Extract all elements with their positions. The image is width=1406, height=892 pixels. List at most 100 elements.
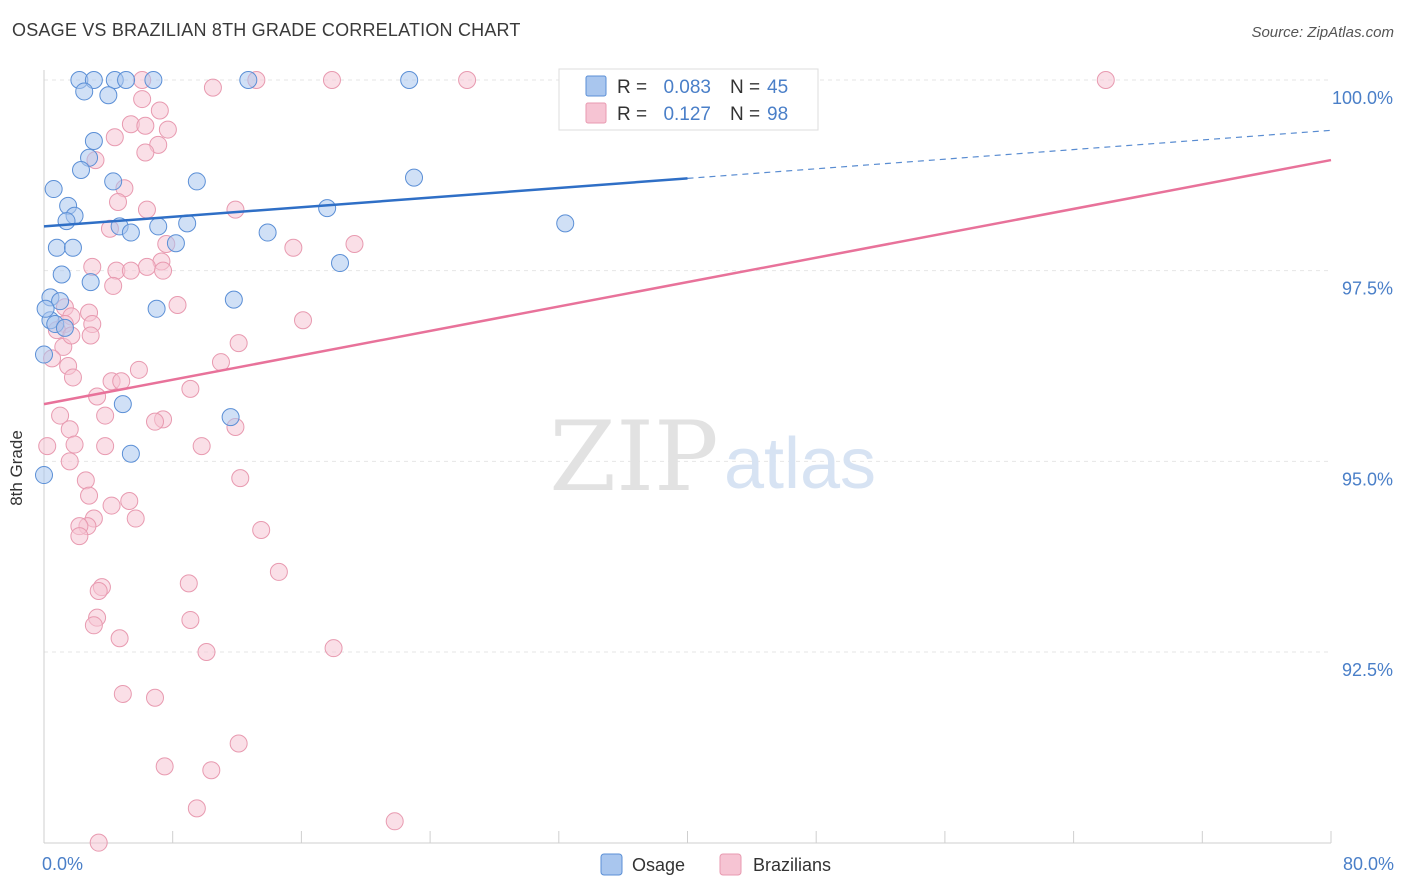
brazilians-point-72 — [252, 520, 271, 539]
brazilians-point-64 — [80, 486, 99, 505]
chart-source: Source: ZipAtlas.com — [1251, 24, 1394, 41]
osage-point-33 — [51, 292, 70, 311]
brazilians-point-22 — [345, 234, 364, 253]
brazilians-point-2 — [322, 71, 341, 89]
brazilians-point-38 — [294, 311, 313, 330]
grid — [44, 79, 1331, 653]
brazilians-point-56 — [146, 412, 165, 431]
osage-point-5 — [239, 71, 258, 89]
brazilians-point-37 — [81, 326, 100, 345]
brazilians-point-21 — [284, 238, 303, 257]
brazilians-point-18 — [137, 200, 156, 219]
brazilians-point-73 — [269, 562, 288, 581]
x-tick-label-0: 0.0% — [42, 854, 83, 874]
legend-r-label-1: R = — [617, 104, 647, 125]
watermark-zip: ZIP — [549, 401, 718, 513]
bottom-legend-label-osage: Osage — [632, 855, 685, 875]
brazilians-point-43 — [211, 353, 230, 372]
legend-n-label-1: N = — [730, 104, 760, 125]
brazilians-point-87 — [202, 761, 221, 780]
brazilians-point-90 — [89, 833, 108, 852]
osage-point-13 — [187, 172, 206, 191]
watermark-atlas: atlas — [724, 424, 876, 504]
legend-swatch-osage — [585, 75, 607, 97]
brazilians-point-4 — [1096, 71, 1115, 89]
brazilians-point-63 — [76, 471, 95, 490]
osage-trend-line-dashed — [687, 129, 1332, 179]
bottom-legend-label-brazilians: Brazilians — [753, 855, 831, 875]
osage-point-28 — [166, 234, 185, 253]
brazilians-point-59 — [65, 435, 84, 454]
brazilians-point-25 — [83, 257, 102, 276]
chart-title: OSAGE VS BRAZILIAN 8TH GRADE CORRELATION… — [12, 20, 521, 40]
brazilians-point-84 — [146, 688, 165, 707]
brazilians-point-27 — [121, 261, 140, 280]
osage-point-27 — [63, 238, 82, 257]
brazilians-point-74 — [179, 574, 198, 593]
legend-box: R = 0.083 N = 45 R = 0.127 N = 98 — [558, 68, 819, 131]
osage-point-11 — [72, 160, 91, 179]
osage-trend-line — [43, 177, 688, 228]
brazilians-point-46 — [63, 368, 82, 387]
osage-point-6 — [400, 71, 419, 89]
brazilians-point-82 — [324, 639, 343, 658]
x-tick-label-1: 80.0% — [1343, 854, 1394, 874]
brazilians-point-80 — [110, 629, 129, 648]
osage-point-31 — [81, 273, 100, 292]
brazilians-point-68 — [126, 509, 145, 528]
brazilians-point-29 — [104, 276, 123, 295]
brazilians-point-81 — [197, 643, 216, 661]
axes — [43, 70, 1332, 844]
brazilians-point-30 — [168, 295, 187, 314]
y-tick-label-1: 97.5% — [1342, 279, 1393, 299]
brazilians-point-16 — [109, 193, 128, 212]
brazilians-point-13 — [136, 143, 155, 162]
brazilians-point-62 — [231, 469, 250, 488]
brazilians-point-89 — [385, 812, 404, 831]
osage-point-38 — [221, 408, 240, 427]
osage-point-44 — [36, 299, 55, 318]
brazilians-point-50 — [88, 387, 107, 406]
osage-point-4 — [144, 71, 163, 89]
osage-point-12 — [104, 172, 123, 191]
watermark: ZIP atlas — [549, 401, 876, 513]
osage-point-39 — [121, 444, 140, 463]
osage-point-14 — [405, 168, 424, 187]
brazilians-point-85 — [229, 734, 248, 753]
brazilians-point-9 — [158, 120, 177, 139]
osage-point-7 — [75, 82, 94, 101]
legend-r-value-1: 0.127 — [663, 104, 711, 125]
brazilians-point-7 — [150, 101, 169, 120]
legend-n-label-0: N = — [730, 77, 760, 98]
brazilians-point-58 — [38, 437, 57, 456]
brazilians-point-57 — [192, 437, 211, 456]
osage-point-3 — [117, 71, 136, 89]
series-osage — [35, 71, 575, 485]
legend-n-value-1: 98 — [767, 104, 788, 125]
brazilians-point-54 — [60, 420, 79, 439]
brazilians-point-10 — [105, 128, 124, 147]
osage-point-29 — [331, 254, 350, 273]
brazilians-point-86 — [155, 757, 174, 776]
brazilians-point-5 — [203, 78, 222, 97]
legend-n-value-0: 45 — [767, 77, 788, 98]
brazilians-point-88 — [187, 799, 206, 818]
osage-point-15 — [44, 180, 63, 199]
osage-point-26 — [47, 238, 66, 257]
brazilians-point-60 — [96, 437, 115, 456]
osage-point-30 — [52, 265, 71, 284]
legend-r-label-0: R = — [617, 77, 647, 98]
osage-point-43 — [55, 318, 74, 337]
osage-point-18 — [57, 212, 76, 231]
osage-point-40 — [35, 466, 53, 485]
osage-point-41 — [35, 345, 53, 364]
osage-point-9 — [84, 132, 103, 151]
brazilians-point-66 — [120, 491, 139, 510]
brazilians-point-3 — [458, 71, 477, 89]
brazilians-point-76 — [89, 581, 108, 600]
brazilians-point-17 — [226, 200, 245, 219]
osage-point-37 — [113, 395, 132, 414]
brazilians-point-51 — [51, 406, 70, 425]
brazilians-point-83 — [113, 684, 132, 703]
